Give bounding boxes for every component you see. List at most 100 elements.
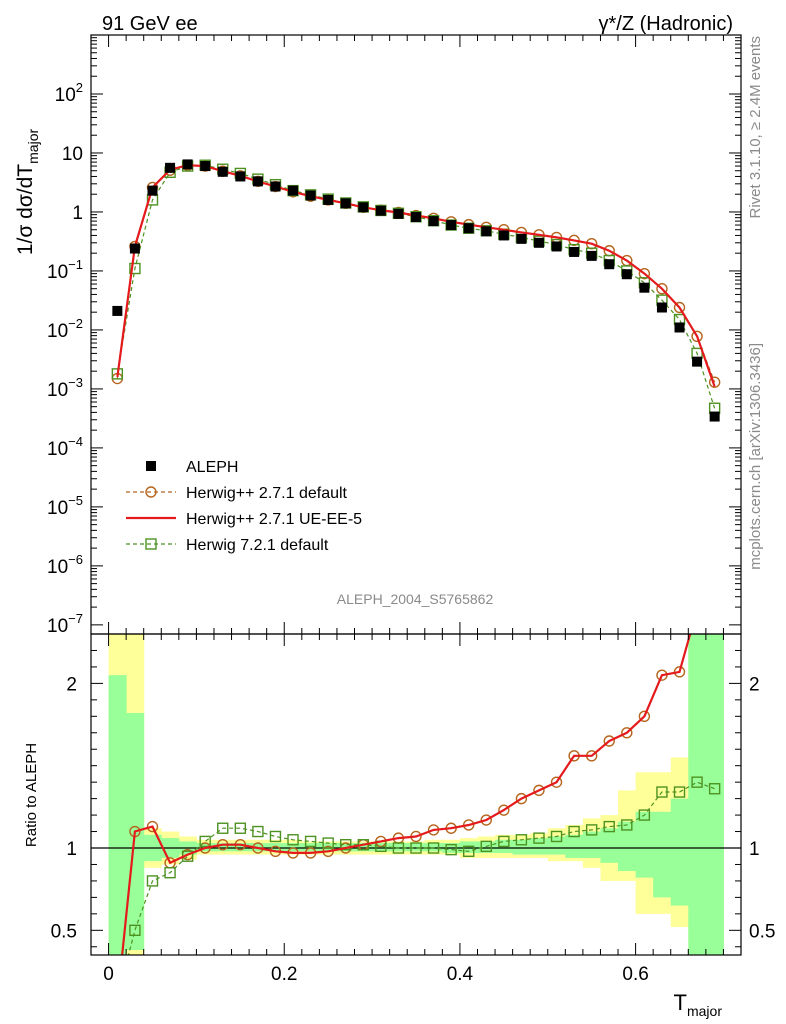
y-ratio-tick-label-right: 2 — [749, 674, 760, 695]
y-main-tick-exp: 2 — [76, 80, 83, 95]
ratio-series-herwig-7-2-1-default — [112, 776, 721, 1003]
point-herwig-2-7-1-default — [656, 283, 668, 295]
band-green-bin — [705, 634, 724, 955]
ratio-point-herwig-7-2-1-default — [445, 843, 457, 856]
band-green-bin — [424, 843, 443, 852]
ratio-point-herwig-2-7-1-default — [638, 710, 651, 723]
legend-marker-herwig-7-2-1-default — [145, 538, 157, 550]
x-tick-label: 0 — [103, 964, 114, 985]
y-ratio-tick-label-left: 0.5 — [51, 921, 77, 942]
ratio-point-herwig-7-2-1-default — [498, 835, 510, 848]
ratio-point-herwig-2-7-1-default — [692, 604, 702, 614]
ratio-point-herwig-7-2-1-default — [112, 993, 122, 1003]
point-aleph — [621, 269, 632, 280]
band-green-bin — [670, 798, 689, 906]
y-main-tick-label: 10−6 — [47, 552, 83, 578]
point-aleph — [709, 411, 720, 422]
band-green-bin — [319, 843, 338, 852]
y-main-tick-exp: −5 — [68, 493, 83, 508]
ratio-point-herwig-2-7-1-default — [550, 776, 563, 788]
band-green-bin — [565, 834, 584, 858]
y-main-tick-base: 10 — [47, 262, 68, 283]
y-ratio-tick-label-left: 2 — [66, 674, 77, 695]
point-aleph — [463, 223, 474, 234]
ratio-point-herwig-2-7-1-default — [146, 820, 159, 833]
series-layer — [111, 159, 721, 1003]
point-aleph — [674, 322, 685, 333]
main-panel — [111, 159, 721, 422]
point-aleph — [569, 246, 580, 257]
band-green-bin — [459, 841, 478, 853]
y-main-tick-base: 1 — [72, 203, 83, 224]
legend-label-herwig-7-2-1-default: Herwig 7.2.1 default — [186, 537, 329, 554]
point-herwig-2-7-1-default — [691, 330, 703, 342]
y-ratio-tick-label-right: 1 — [749, 839, 760, 860]
point-aleph — [656, 302, 667, 313]
y-ratio-tick-label-right: 0.5 — [749, 921, 775, 942]
ratio-line-herwig-2-7-1-default — [121, 634, 691, 955]
band-green-bin — [635, 811, 654, 878]
ratio-series-herwig-2-7-1-default — [121, 604, 702, 955]
point-aleph — [147, 185, 158, 196]
y-main-tick-label: 10−7 — [47, 611, 83, 637]
point-aleph — [393, 208, 404, 219]
ratio-point-herwig-7-2-1-default — [340, 839, 352, 851]
legend-marker-aleph — [146, 461, 156, 471]
legend-marker-herwig-2-7-1-default — [145, 486, 157, 498]
y-main-tick-base: 10 — [47, 616, 68, 637]
band-green-bin — [354, 843, 373, 852]
ratio-point-herwig-7-2-1-default — [164, 866, 176, 879]
point-aleph — [428, 216, 439, 227]
point-aleph — [411, 212, 421, 223]
ratio-point-herwig-7-2-1-default — [304, 835, 317, 848]
main-ylabel-main: 1/σ dσ/dT — [14, 164, 37, 255]
y-main-tick-exp: −7 — [68, 611, 83, 626]
band-green-bin — [618, 821, 637, 872]
y-main-tick-exp: −6 — [68, 552, 83, 567]
x-axis-label-main: T — [674, 990, 687, 1015]
ratio-point-herwig-7-2-1-default — [269, 830, 282, 843]
y-ratio-tick-label-left: 1 — [66, 839, 77, 860]
legend-label-aleph: ALEPH — [186, 459, 238, 476]
legend-entry-herwig-2-7-1-default: Herwig++ 2.7.1 default — [126, 485, 348, 502]
point-aleph — [165, 162, 176, 173]
y-main-tick-exp: −4 — [68, 434, 83, 449]
y-main-tick-label: 10−3 — [47, 375, 83, 401]
ratio-point-herwig-7-2-1-default — [691, 776, 703, 788]
ratio-point-herwig-7-2-1-default — [621, 819, 633, 831]
legend-entry-herwig-7-2-1-default: Herwig 7.2.1 default — [126, 537, 329, 554]
side-label-rivet: Rivet 3.1.10, ≥ 2.4M events — [747, 36, 764, 219]
point-aleph — [375, 205, 386, 216]
point-aleph — [305, 190, 316, 201]
point-herwig-7-2-1-default — [129, 262, 141, 275]
header-right: γ*/Z (Hadronic) — [599, 13, 733, 35]
point-herwig-2-7-1-default — [708, 376, 721, 388]
ratio-point-herwig-2-7-1-default — [621, 727, 633, 739]
ratio-point-herwig-7-2-1-default — [568, 825, 580, 838]
point-aleph — [639, 282, 650, 293]
point-aleph — [340, 198, 351, 209]
band-green-bin — [231, 843, 250, 852]
y-main-tick-base: 10 — [55, 85, 76, 106]
ratio-point-herwig-7-2-1-default — [656, 786, 668, 798]
band-green-bin — [512, 839, 531, 855]
point-aleph — [604, 259, 615, 270]
y-main-tick-label: 102 — [55, 80, 83, 106]
legend-label-herwig-2-7-1-default: Herwig++ 2.7.1 default — [186, 485, 348, 502]
ratio-point-herwig-7-2-1-default — [533, 832, 545, 844]
point-aleph — [288, 185, 299, 196]
band-green-bin — [108, 675, 127, 955]
point-aleph — [358, 202, 369, 213]
point-aleph — [129, 243, 140, 254]
ratio-point-herwig-7-2-1-default — [217, 822, 229, 834]
y-main-tick-label: 10−5 — [47, 493, 83, 519]
ratio-point-herwig-7-2-1-default — [199, 835, 211, 848]
legend-entry-herwig-2-7-1-ue-ee-5: Herwig++ 2.7.1 UE-EE-5 — [126, 511, 362, 528]
y-main-tick-base: 10 — [47, 321, 68, 342]
x-tick-label: 0.4 — [447, 964, 474, 985]
x-axis-label-sub: major — [687, 1003, 722, 1019]
series-herwig-7-2-1-default — [111, 159, 721, 414]
y-main-tick-label: 10−2 — [47, 316, 83, 342]
y-main-tick-label: 10−1 — [47, 257, 83, 283]
ratio-point-herwig-7-2-1-default — [708, 783, 721, 795]
